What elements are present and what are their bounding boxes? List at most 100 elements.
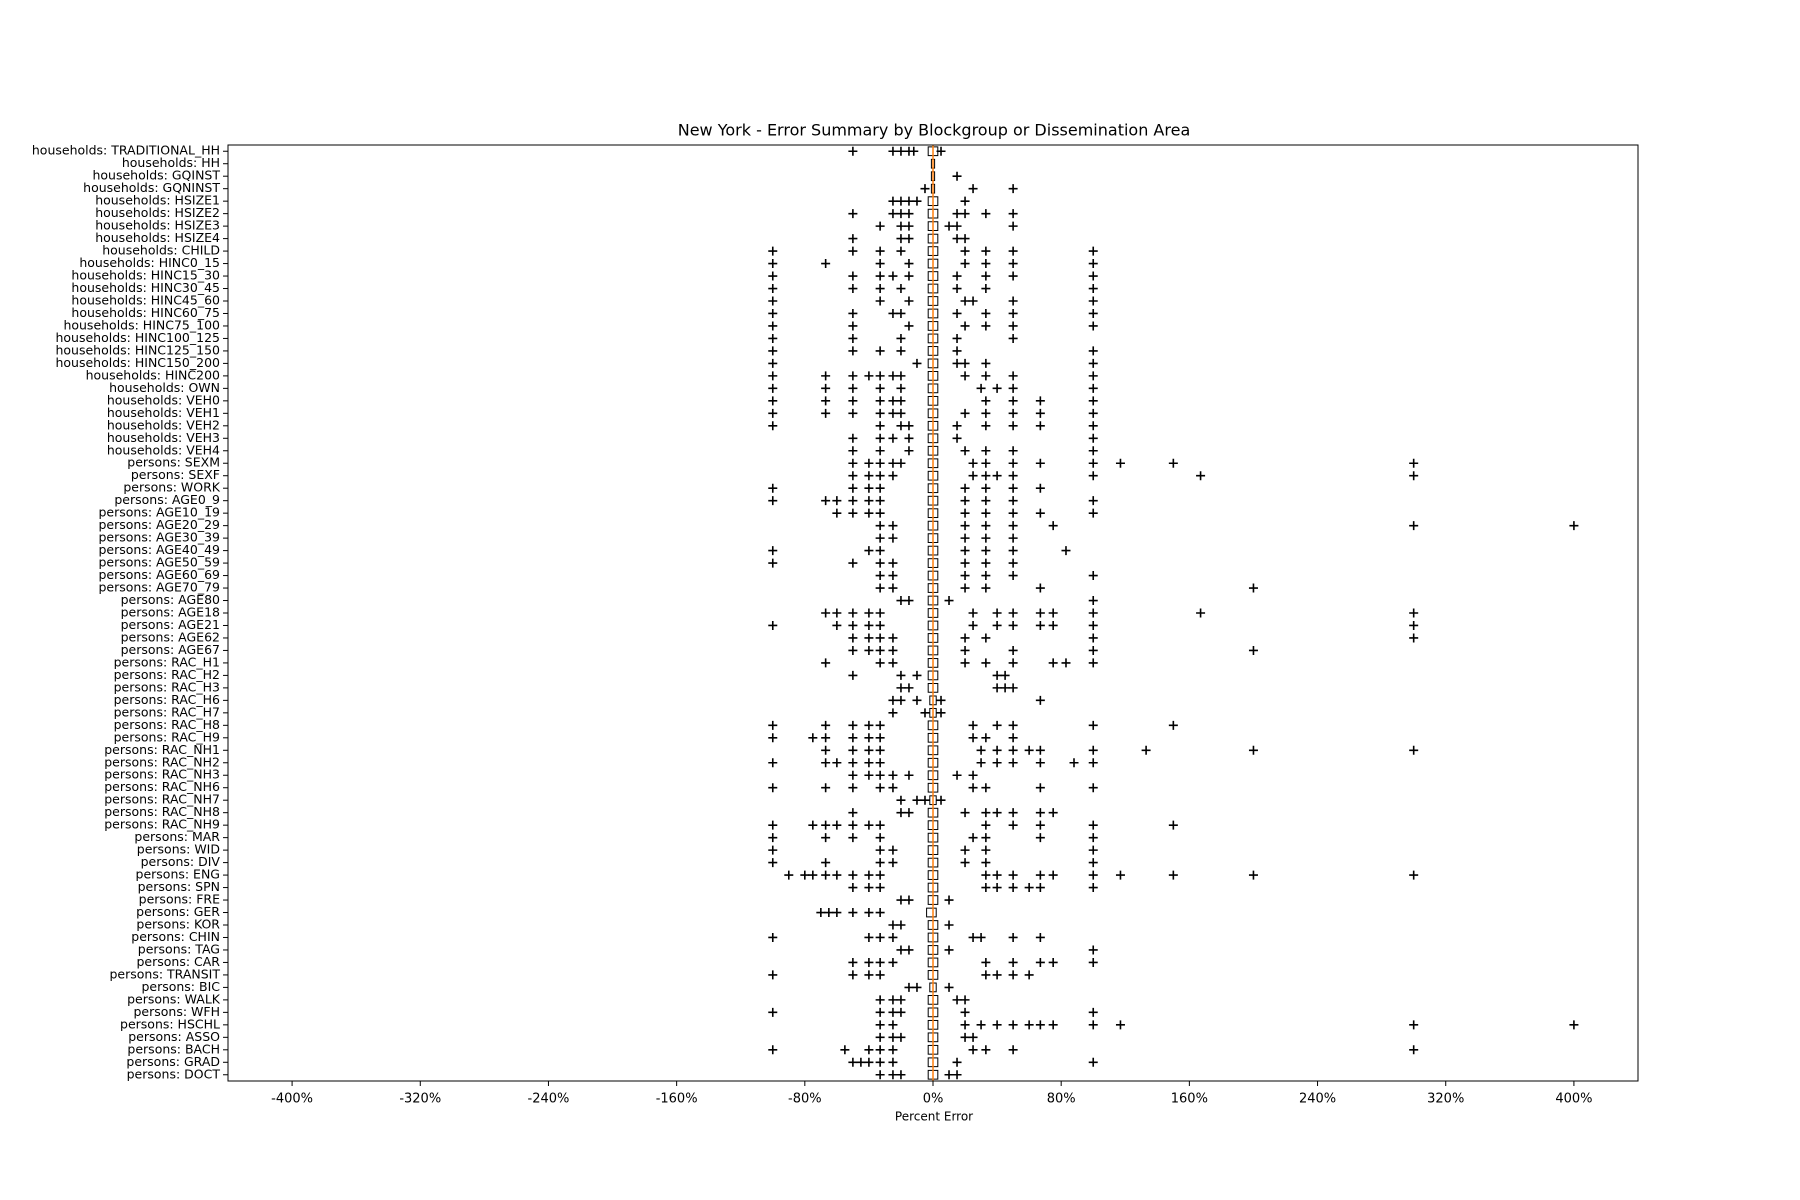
flier: [960, 1020, 970, 1030]
flier: [909, 146, 919, 156]
flier: [1008, 508, 1018, 518]
flier: [888, 308, 898, 318]
y-tick-label: persons: AGE62: [121, 629, 220, 644]
flier: [821, 496, 831, 506]
flier: [808, 820, 818, 830]
flier: [888, 1045, 898, 1055]
y-tick-label: persons: HSCHL: [120, 1016, 220, 1031]
flier: [875, 558, 885, 568]
flier: [904, 982, 914, 992]
flier: [1409, 1020, 1419, 1030]
flier: [888, 708, 898, 718]
flier: [952, 171, 962, 181]
flier: [992, 670, 1002, 680]
flier: [1008, 546, 1018, 556]
flier: [875, 1070, 885, 1080]
y-tick-label: persons: GER: [136, 904, 220, 919]
flier: [848, 608, 858, 618]
flier: [1035, 783, 1045, 793]
flier: [864, 932, 874, 942]
flier: [848, 371, 858, 381]
flier: [1008, 683, 1018, 693]
flier: [875, 957, 885, 967]
flier: [960, 845, 970, 855]
flier: [848, 957, 858, 967]
flier: [920, 795, 930, 805]
y-tick-label: persons: SEXF: [131, 467, 220, 482]
flier: [1088, 658, 1098, 668]
flier: [1088, 845, 1098, 855]
flier: [1008, 932, 1018, 942]
flier: [832, 908, 842, 918]
flier: [821, 820, 831, 830]
flier: [848, 1057, 858, 1067]
flier: [960, 658, 970, 668]
flier: [888, 645, 898, 655]
flier: [1088, 820, 1098, 830]
y-tick-label: households: HINC150_200: [55, 355, 220, 370]
flier: [992, 683, 1002, 693]
flier: [1088, 633, 1098, 643]
flier: [848, 870, 858, 880]
flier: [981, 870, 991, 880]
flier: [864, 1057, 874, 1067]
flier: [981, 471, 991, 481]
flier: [1115, 458, 1125, 468]
flier: [1409, 620, 1419, 630]
y-tick-label: persons: ASSO: [128, 1029, 220, 1044]
flier: [848, 783, 858, 793]
flier: [768, 308, 778, 318]
flier: [1048, 870, 1058, 880]
flier: [912, 196, 922, 206]
flier: [896, 284, 906, 294]
flier: [848, 733, 858, 743]
flier: [896, 396, 906, 406]
flier: [1035, 396, 1045, 406]
flier: [1008, 408, 1018, 418]
flier: [1088, 321, 1098, 331]
flier: [976, 758, 986, 768]
flier: [821, 745, 831, 755]
x-tick-label: 400%: [1555, 1092, 1592, 1107]
x-tick-label: 80%: [1047, 1092, 1076, 1107]
flier: [1409, 471, 1419, 481]
flier: [1024, 970, 1034, 980]
flier: [875, 720, 885, 730]
y-tick-label: persons: TAG: [138, 941, 220, 956]
flier: [875, 571, 885, 581]
flier: [896, 333, 906, 343]
flier: [904, 683, 914, 693]
flier: [1088, 383, 1098, 393]
flier: [875, 259, 885, 269]
flier: [981, 633, 991, 643]
flier: [1088, 608, 1098, 618]
flier: [875, 845, 885, 855]
flier: [981, 957, 991, 967]
flier: [960, 296, 970, 306]
y-tick-label: persons: RAC_NH7: [104, 792, 220, 807]
flier: [875, 995, 885, 1005]
flier: [1409, 1045, 1419, 1055]
flier: [976, 745, 986, 755]
flier: [896, 308, 906, 318]
flier: [888, 146, 898, 156]
flier: [981, 820, 991, 830]
flier: [1088, 346, 1098, 356]
flier: [888, 408, 898, 418]
y-tick-label: persons: KOR: [136, 917, 220, 932]
flier: [768, 321, 778, 331]
flier: [1024, 883, 1034, 893]
flier: [875, 883, 885, 893]
flier: [768, 932, 778, 942]
flier: [981, 583, 991, 593]
flier: [1088, 458, 1098, 468]
y-tick-label: persons: RAC_H6: [114, 692, 220, 707]
y-tick-label: households: HSIZE3: [95, 218, 220, 233]
flier: [888, 932, 898, 942]
flier: [856, 1057, 866, 1067]
flier: [848, 558, 858, 568]
y-tick-label: persons: RAC_H2: [114, 667, 220, 682]
flier: [864, 908, 874, 918]
flier: [952, 1057, 962, 1067]
y-tick-label: persons: AGE18: [121, 605, 220, 620]
